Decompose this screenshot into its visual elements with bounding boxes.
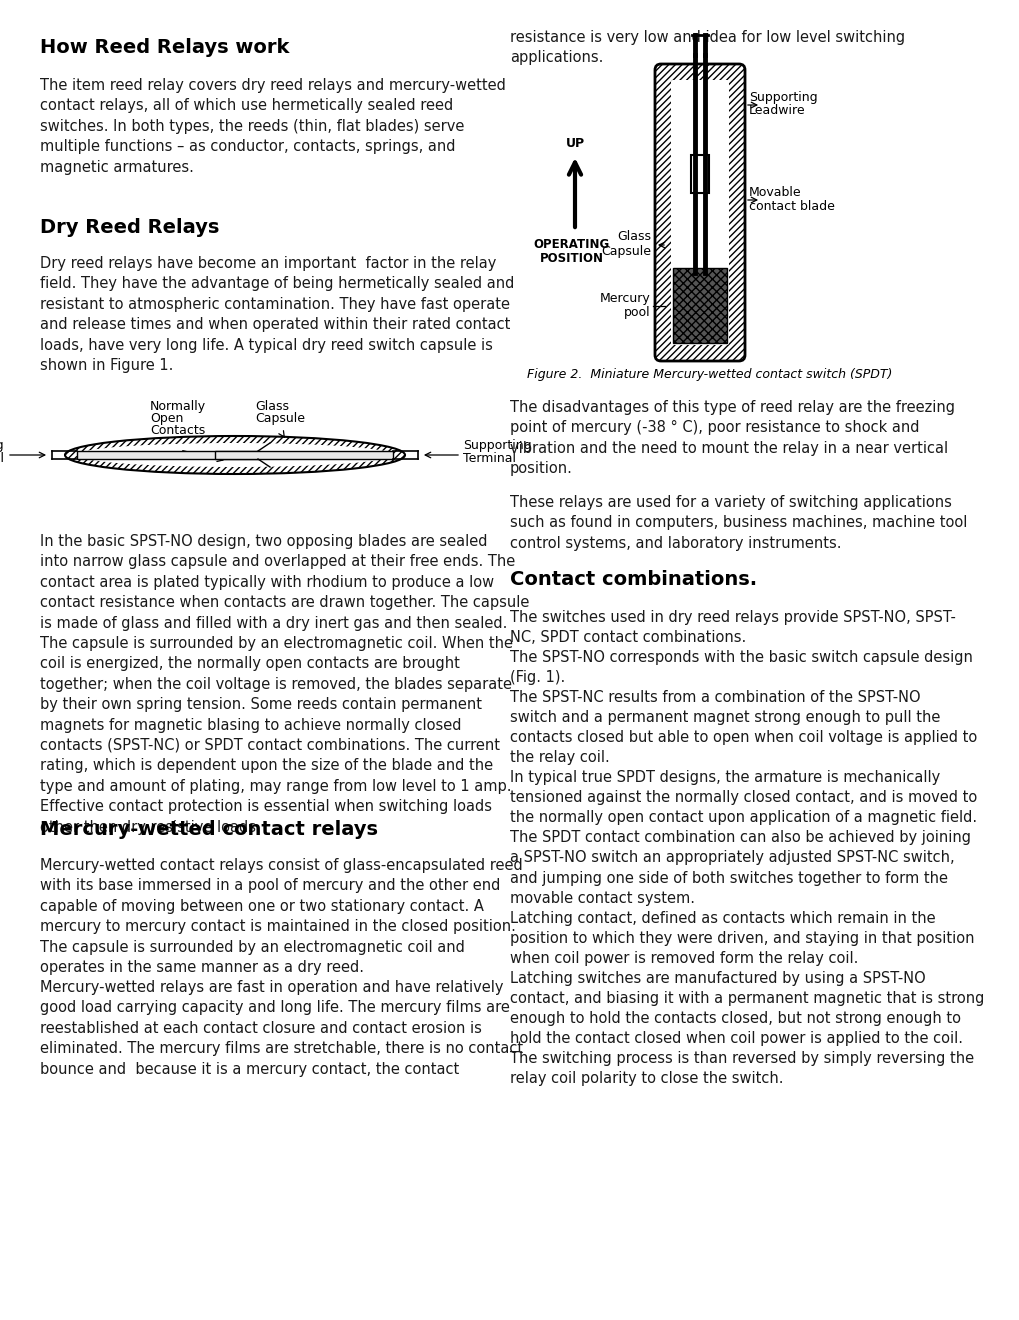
Bar — [690, 154, 708, 193]
Text: Capsule: Capsule — [255, 412, 305, 425]
Text: How Reed Relays work: How Reed Relays work — [40, 38, 289, 57]
Bar — [673, 268, 727, 343]
Text: Terminal: Terminal — [0, 453, 4, 466]
Text: Supporting: Supporting — [463, 438, 531, 451]
Text: Terminal: Terminal — [463, 453, 516, 466]
Text: Contacts: Contacts — [150, 424, 205, 437]
Text: Mercury-wetted relays are fast in operation and have relatively
good load carryi: Mercury-wetted relays are fast in operat… — [40, 979, 523, 1077]
Ellipse shape — [76, 444, 393, 467]
Bar — [215, 451, 392, 459]
Bar — [76, 451, 260, 459]
Text: Open: Open — [150, 412, 183, 425]
Text: Figure 2.  Miniature Mercury-wetted contact switch (SPDT): Figure 2. Miniature Mercury-wetted conta… — [527, 368, 892, 381]
Text: Leadwire: Leadwire — [748, 104, 805, 117]
Text: Dry reed relays have become an important  factor in the relay
field. They have t: Dry reed relays have become an important… — [40, 256, 514, 374]
Text: Mercury-wetted contact relays: Mercury-wetted contact relays — [40, 820, 378, 840]
Text: OPERATING: OPERATING — [533, 238, 609, 251]
Ellipse shape — [65, 436, 405, 474]
Text: Supporting: Supporting — [0, 438, 4, 451]
Text: Glass: Glass — [616, 231, 650, 243]
FancyBboxPatch shape — [654, 63, 744, 360]
Text: UP: UP — [565, 137, 584, 150]
Text: Supporting: Supporting — [748, 91, 817, 103]
Text: Glass: Glass — [255, 400, 288, 413]
Text: The item reed relay covers dry reed relays and mercury-wetted
contact relays, al: The item reed relay covers dry reed rela… — [40, 78, 505, 174]
Text: Capsule: Capsule — [600, 244, 650, 257]
Text: Mercury: Mercury — [599, 292, 650, 305]
Text: The disadvantages of this type of reed relay are the freezing
point of mercury (: The disadvantages of this type of reed r… — [510, 400, 954, 477]
Text: POSITION: POSITION — [539, 252, 603, 265]
Text: contact blade: contact blade — [748, 199, 835, 213]
FancyBboxPatch shape — [671, 81, 729, 345]
Text: Movable: Movable — [748, 186, 801, 198]
Text: Normally: Normally — [150, 400, 206, 413]
Text: Mercury-wetted contact relays consist of glass-encapsulated reed
with its base i: Mercury-wetted contact relays consist of… — [40, 858, 523, 975]
Text: Dry Reed Relays: Dry Reed Relays — [40, 218, 219, 238]
Text: Contact combinations.: Contact combinations. — [510, 570, 756, 589]
Text: resistance is very low and idea for low level switching
applications.: resistance is very low and idea for low … — [510, 30, 904, 66]
Text: pool: pool — [624, 306, 650, 319]
Text: The switches used in dry reed relays provide SPST-NO, SPST-
NC, SPDT contact com: The switches used in dry reed relays pro… — [510, 610, 983, 1086]
Text: In the basic SPST-NO design, two opposing blades are sealed
into narrow glass ca: In the basic SPST-NO design, two opposin… — [40, 535, 529, 834]
Text: These relays are used for a variety of switching applications
such as found in c: These relays are used for a variety of s… — [510, 495, 966, 550]
